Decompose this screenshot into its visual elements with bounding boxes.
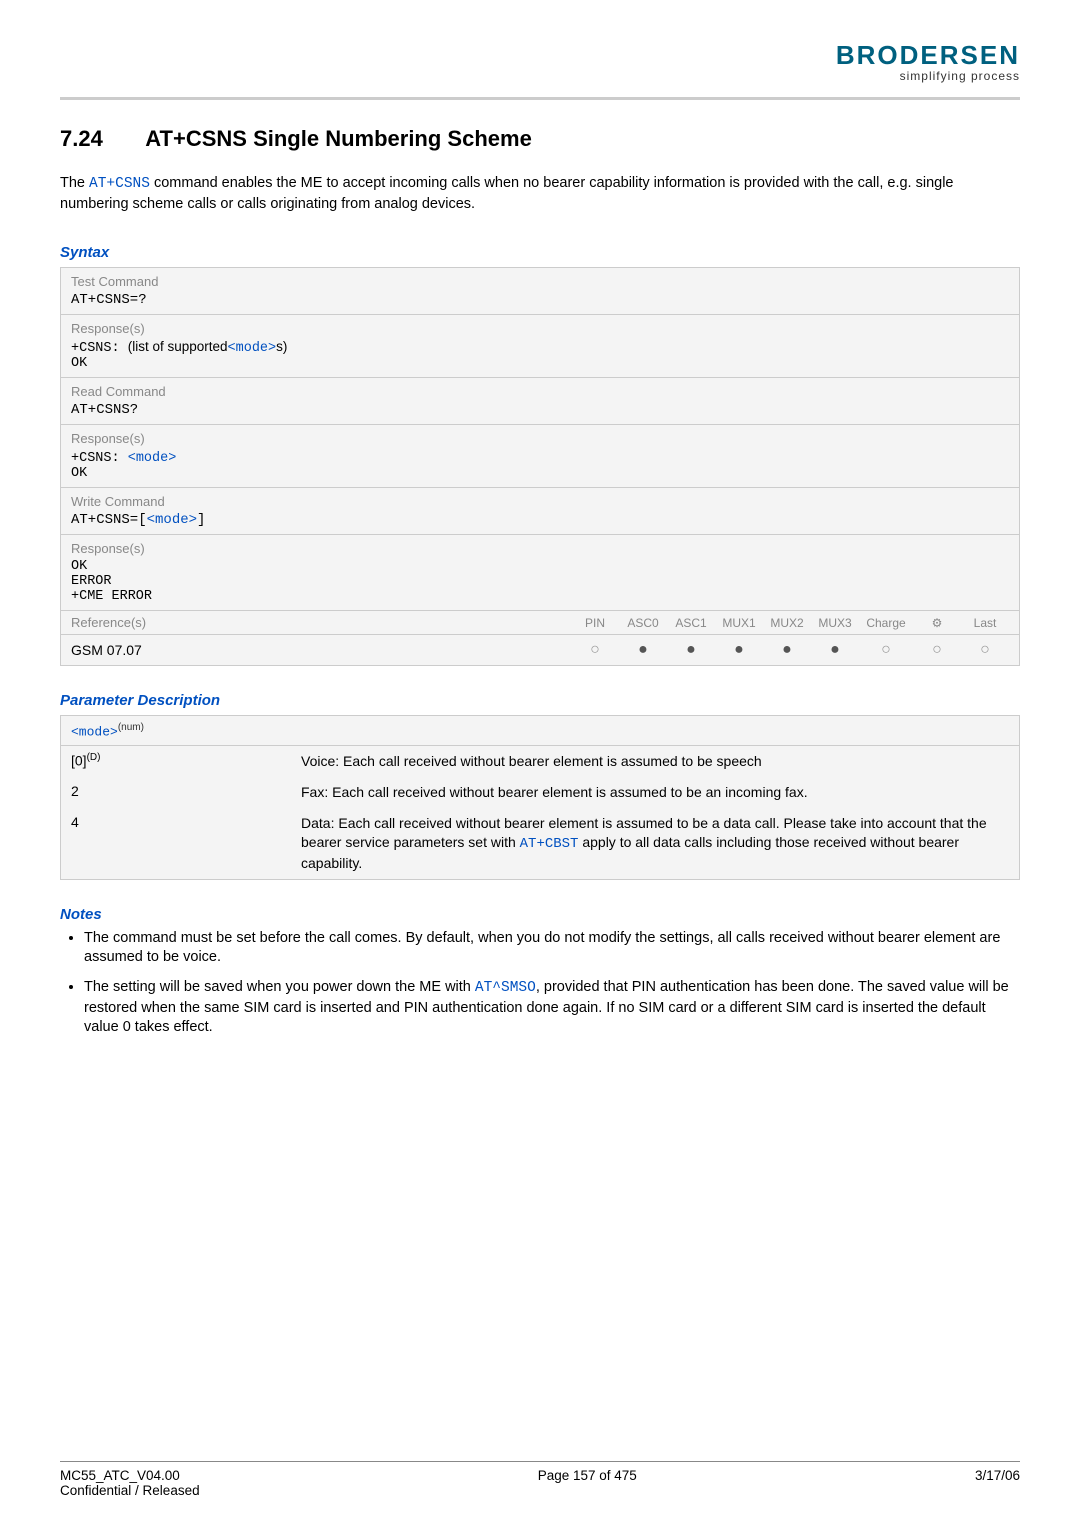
- intro-paragraph: The AT+CSNS command enables the ME to ac…: [60, 174, 1020, 214]
- write-response-label: Response(s): [71, 541, 1009, 556]
- reference-columns: PIN ASC0 ASC1 MUX1 MUX2 MUX3 Charge ⚙ La…: [571, 616, 1009, 630]
- param-key-2: 2: [71, 783, 291, 802]
- notes-heading: Notes: [60, 906, 1020, 923]
- test-command: AT+CSNS=?: [71, 292, 1009, 308]
- params-box: <mode>(num) [0](D) Voice: Each call rece…: [60, 715, 1020, 880]
- syntax-box: Test Command AT+CSNS=? Response(s) +CSNS…: [60, 267, 1020, 666]
- content-spacer: [60, 1048, 1020, 1461]
- read-ok: OK: [71, 466, 1009, 481]
- page-header: BRODERSEN simplifying process: [60, 40, 1020, 83]
- brand-tagline: simplifying process: [836, 69, 1020, 83]
- test-command-block: Test Command AT+CSNS=?: [61, 268, 1019, 315]
- test-response-line: +CSNS: (list of supported<mode>s): [71, 339, 1009, 356]
- write-cme: +CME ERROR: [71, 589, 1009, 604]
- reference-name: GSM 07.07: [71, 642, 571, 658]
- param-key-0: [0](D): [71, 752, 291, 771]
- param-key-4: 4: [71, 814, 291, 873]
- param-val-2: Fax: Each call received without bearer e…: [301, 783, 1009, 802]
- reference-label: Reference(s): [71, 615, 571, 630]
- brand-logo: BRODERSEN simplifying process: [836, 40, 1020, 83]
- intro-command: AT+CSNS: [89, 176, 150, 192]
- section-heading: 7.24 AT+CSNS Single Numbering Scheme: [60, 126, 1020, 152]
- footer-confidential: Confidential / Released: [60, 1483, 200, 1498]
- footer-page: Page 157 of 475: [538, 1468, 637, 1498]
- footer-date: 3/17/06: [975, 1468, 1020, 1498]
- write-response-block: Response(s) OK ERROR +CME ERROR: [61, 535, 1019, 611]
- read-response-line: +CSNS: <mode>: [71, 449, 1009, 466]
- reference-header-row: Reference(s) PIN ASC0 ASC1 MUX1 MUX2 MUX…: [61, 611, 1019, 635]
- brand-name: BRODERSEN: [836, 40, 1020, 71]
- params-header: <mode>(num): [61, 716, 1019, 746]
- param-val-4: Data: Each call received without bearer …: [301, 814, 1009, 873]
- read-label: Read Command: [71, 384, 1009, 399]
- test-response-label: Response(s): [71, 321, 1009, 336]
- reference-data-row: GSM 07.07 ○ ● ● ● ● ● ○ ○ ○: [61, 635, 1019, 665]
- read-command-block: Read Command AT+CSNS?: [61, 378, 1019, 425]
- param-val-0: Voice: Each call received without bearer…: [301, 752, 1009, 771]
- header-divider: [60, 97, 1020, 100]
- param-row: 4 Data: Each call received without beare…: [61, 808, 1019, 879]
- footer-doc: MC55_ATC_V04.00: [60, 1468, 200, 1483]
- section-title: AT+CSNS Single Numbering Scheme: [145, 126, 532, 151]
- note-item: The command must be set before the call …: [84, 929, 1020, 968]
- param-row: 2 Fax: Each call received without bearer…: [61, 777, 1019, 808]
- param-row: [0](D) Voice: Each call received without…: [61, 746, 1019, 777]
- write-command: AT+CSNS=[<mode>]: [71, 512, 1009, 528]
- footer-left: MC55_ATC_V04.00 Confidential / Released: [60, 1468, 200, 1498]
- test-response-block: Response(s) +CSNS: (list of supported<mo…: [61, 315, 1019, 378]
- read-command: AT+CSNS?: [71, 402, 1009, 418]
- reference-dots: ○ ● ● ● ● ● ○ ○ ○: [571, 641, 1009, 659]
- params-heading: Parameter Description: [60, 692, 1020, 709]
- write-error: ERROR: [71, 574, 1009, 589]
- read-response-block: Response(s) +CSNS: <mode> OK: [61, 425, 1019, 488]
- test-label: Test Command: [71, 274, 1009, 289]
- syntax-heading: Syntax: [60, 244, 1020, 261]
- write-label: Write Command: [71, 494, 1009, 509]
- note-item: The setting will be saved when you power…: [84, 978, 1020, 1038]
- read-response-label: Response(s): [71, 431, 1009, 446]
- write-ok: OK: [71, 559, 1009, 574]
- page-footer: MC55_ATC_V04.00 Confidential / Released …: [60, 1461, 1020, 1498]
- test-ok: OK: [71, 356, 1009, 371]
- section-number: 7.24: [60, 126, 140, 152]
- notes-list: The command must be set before the call …: [60, 929, 1020, 1048]
- write-command-block: Write Command AT+CSNS=[<mode>]: [61, 488, 1019, 535]
